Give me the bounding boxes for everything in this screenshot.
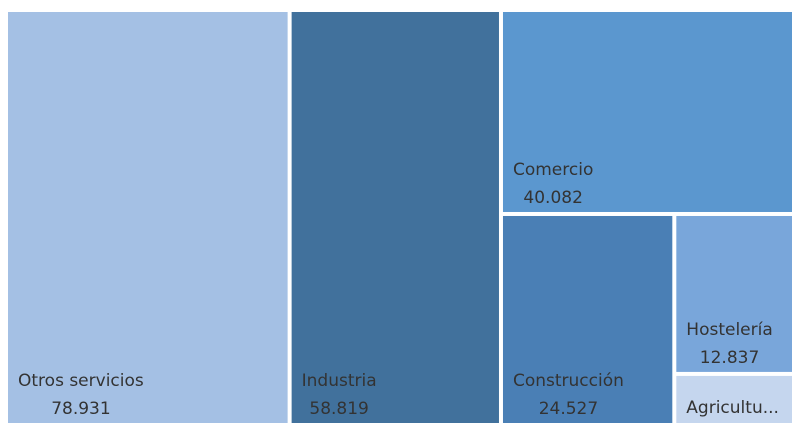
cell-value: 78.931 bbox=[51, 399, 110, 419]
cell-label: Otros servicios bbox=[18, 371, 144, 391]
cell-label: Agricultu... bbox=[686, 398, 779, 418]
cell-value: 40.082 bbox=[523, 188, 582, 208]
cell-value: 12.837 bbox=[700, 348, 759, 368]
treemap-cell bbox=[8, 12, 288, 423]
treemap-cell bbox=[676, 215, 792, 372]
cell-label: Comercio bbox=[513, 160, 593, 180]
cell-label: Construcción bbox=[513, 371, 624, 391]
cell-label: Industria bbox=[302, 371, 377, 391]
cell-value: 58.819 bbox=[309, 399, 368, 419]
treemap-cell bbox=[502, 215, 673, 423]
treemap-cell bbox=[676, 375, 792, 423]
cell-value: 24.527 bbox=[539, 399, 598, 419]
cell-label: Hostelería bbox=[686, 320, 772, 340]
treemap-cell bbox=[291, 12, 499, 423]
treemap-cell bbox=[502, 12, 792, 212]
